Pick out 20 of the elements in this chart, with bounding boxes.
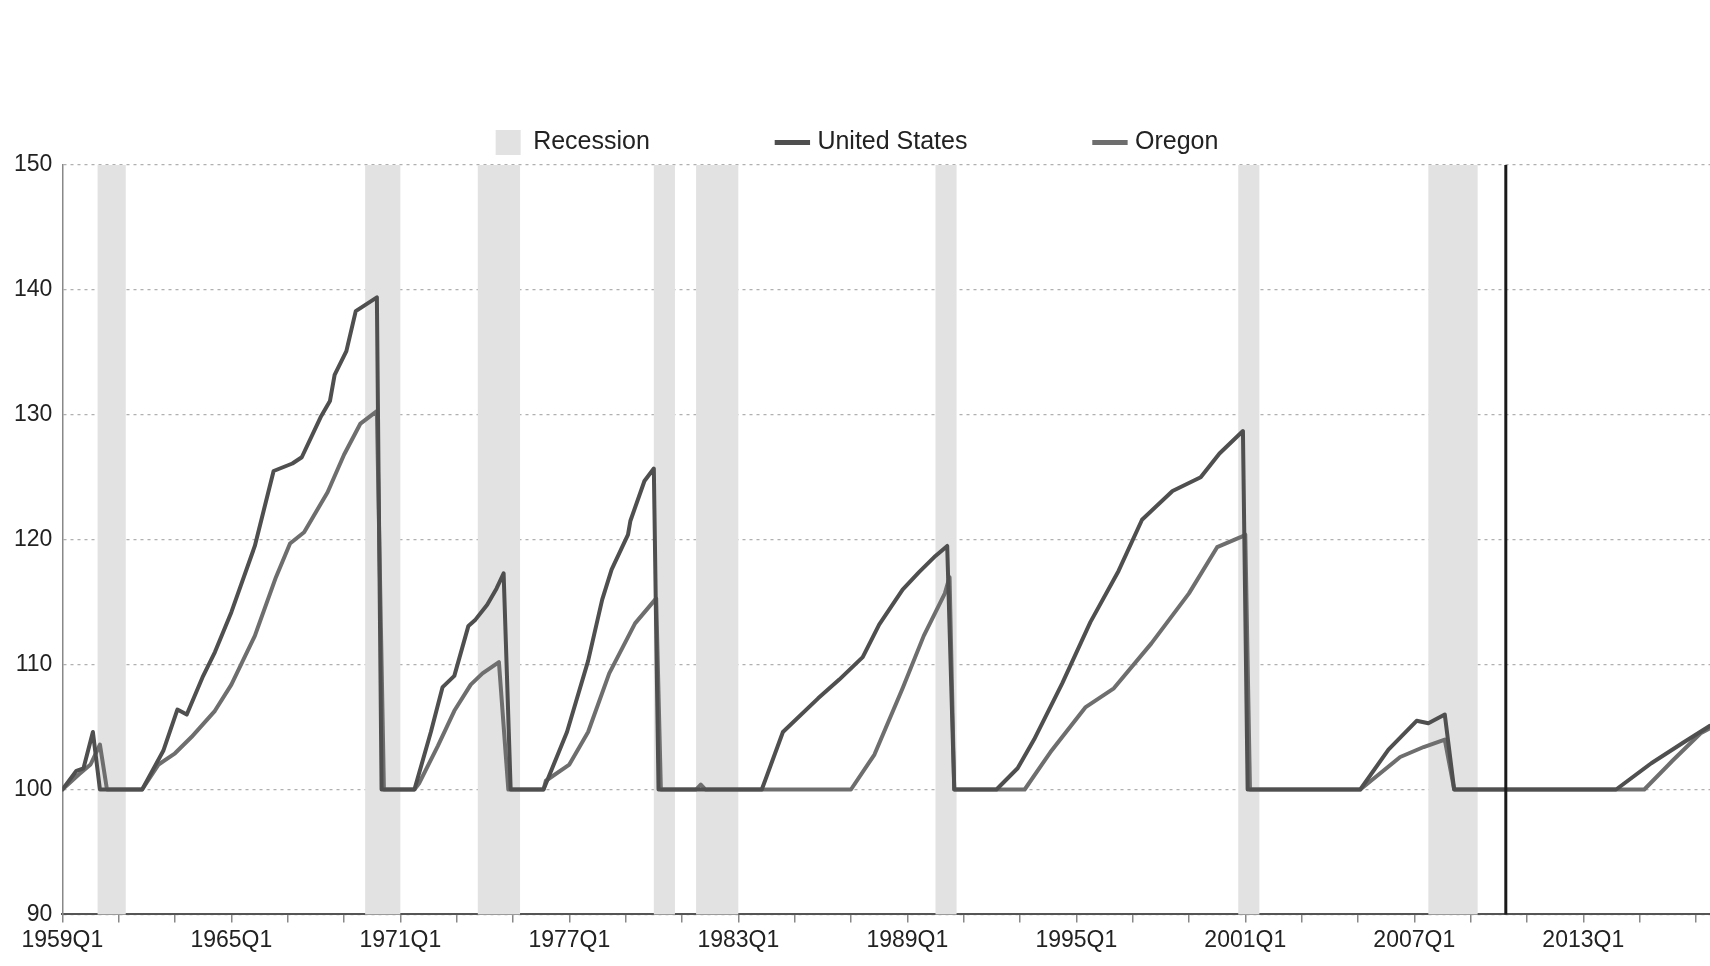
x-tick-label: 2001Q1 (1204, 925, 1287, 952)
legend-label: Recession (533, 126, 650, 155)
legend-label: Oregon (1134, 126, 1219, 155)
y-tick-label: 140 (14, 275, 53, 302)
x-tick-label: 1989Q1 (866, 925, 949, 952)
y-tick-label: 100 (14, 774, 53, 801)
x-tick-label: 1983Q1 (697, 925, 780, 952)
y-tick-label: 130 (14, 400, 53, 427)
x-tick-label: 2007Q1 (1373, 925, 1456, 952)
y-tick-label: 110 (15, 649, 53, 676)
y-tick-label: 120 (14, 525, 53, 552)
legend-label: United States (817, 126, 968, 155)
x-tick-label: 1959Q1 (21, 925, 104, 952)
y-tick-label: 90 (26, 899, 53, 926)
x-tick-label: 1977Q1 (528, 925, 611, 952)
x-tick-label: 1965Q1 (190, 925, 273, 952)
x-tick-label: 1971Q1 (359, 925, 442, 952)
x-tick-label: 2013Q1 (1542, 925, 1625, 952)
x-tick-label: 1995Q1 (1035, 925, 1118, 952)
y-tick-label: 150 (14, 150, 53, 177)
